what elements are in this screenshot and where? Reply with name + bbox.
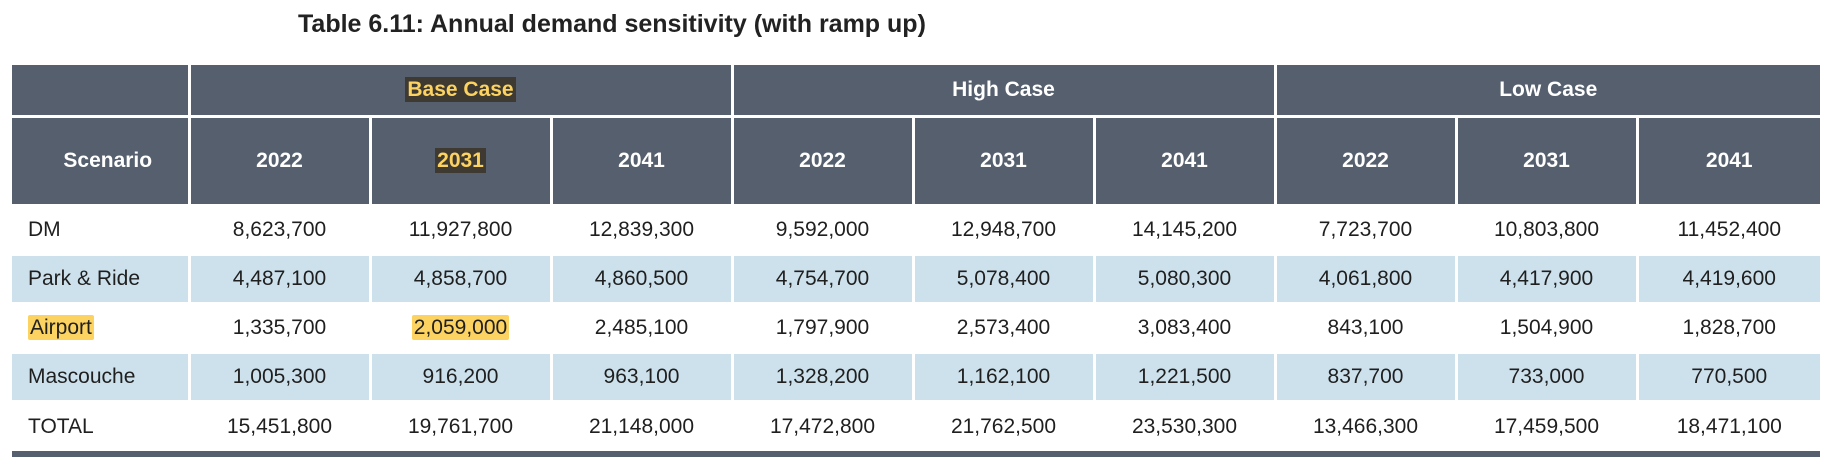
- table-cell: 9,592,000: [732, 205, 915, 256]
- table-cell: 12,948,700: [913, 205, 1096, 256]
- table-cell: 843,100: [1275, 303, 1458, 354]
- table-cell: 2,485,100: [551, 303, 734, 354]
- table-cell: 5,080,300: [1094, 254, 1277, 305]
- table-cell: 4,417,900: [1456, 254, 1639, 305]
- table-cell: 4,419,600: [1637, 254, 1821, 305]
- year-header: 2041: [551, 116, 734, 207]
- table-row-total: TOTAL 15,451,800 19,761,700 21,148,000 1…: [12, 401, 1821, 457]
- table-cell: 18,471,100: [1637, 401, 1821, 457]
- table-cell: 11,452,400: [1637, 205, 1821, 256]
- table-caption: Table 6.11: Annual demand sensitivity (w…: [298, 10, 926, 38]
- table-cell: 8,623,700: [189, 205, 372, 256]
- table-cell: 4,061,800: [1275, 254, 1458, 305]
- scenario-column-header: Scenario: [12, 116, 191, 207]
- table-cell: 1,797,900: [732, 303, 915, 354]
- year-header-row: Scenario 2022 2031 2041 2022 2031 2041 2…: [12, 116, 1821, 207]
- highlight-marker: Base Case: [405, 77, 516, 102]
- table-cell: 770,500: [1637, 352, 1821, 403]
- table-cell: 17,472,800: [732, 401, 915, 457]
- table-cell: 23,530,300: [1094, 401, 1277, 457]
- table-cell: 21,148,000: [551, 401, 734, 457]
- table-cell: 11,927,800: [370, 205, 553, 256]
- table-cell: 12,839,300: [551, 205, 734, 256]
- table-cell: 4,860,500: [551, 254, 734, 305]
- year-header: 2022: [1275, 116, 1458, 207]
- year-header: 2031: [1456, 116, 1639, 207]
- table-cell: 7,723,700: [1275, 205, 1458, 256]
- table-cell: 3,083,400: [1094, 303, 1277, 354]
- table-cell: 14,145,200: [1094, 205, 1277, 256]
- year-header: 2031: [370, 116, 553, 207]
- demand-sensitivity-table: Base Case High Case Low Case Scenario 20…: [12, 65, 1821, 457]
- table-cell: 2,059,000: [370, 303, 553, 354]
- table-cell: 1,335,700: [189, 303, 372, 354]
- table-cell: 4,754,700: [732, 254, 915, 305]
- table-cell: 1,328,200: [732, 352, 915, 403]
- table-cell: 1,504,900: [1456, 303, 1639, 354]
- table-row-mascouche: Mascouche 1,005,300 916,200 963,100 1,32…: [12, 352, 1821, 403]
- table-cell: 2,573,400: [913, 303, 1096, 354]
- year-header: 2031: [913, 116, 1096, 207]
- year-header: 2022: [189, 116, 372, 207]
- highlight-marker: 2031: [435, 148, 486, 173]
- table-cell: 1,221,500: [1094, 352, 1277, 403]
- table-cell: 837,700: [1275, 352, 1458, 403]
- table-cell: 916,200: [370, 352, 553, 403]
- row-label: Park & Ride: [12, 254, 191, 305]
- table-cell: 963,100: [551, 352, 734, 403]
- table-row-airport: Airport 1,335,700 2,059,000 2,485,100 1,…: [12, 303, 1821, 354]
- table-cell: 17,459,500: [1456, 401, 1639, 457]
- table-cell: 13,466,300: [1275, 401, 1458, 457]
- table-cell: 19,761,700: [370, 401, 553, 457]
- group-header-row: Base Case High Case Low Case: [12, 65, 1821, 118]
- table-cell: 1,828,700: [1637, 303, 1821, 354]
- group-header-high-case: High Case: [732, 65, 1277, 118]
- group-header-low-case: Low Case: [1275, 65, 1821, 118]
- year-header: 2041: [1094, 116, 1277, 207]
- table-cell: 4,487,100: [189, 254, 372, 305]
- row-label: DM: [12, 205, 191, 256]
- row-label: TOTAL: [12, 401, 191, 457]
- highlight-marker: Airport: [28, 315, 94, 340]
- table-row-dm: DM 8,623,700 11,927,800 12,839,300 9,592…: [12, 205, 1821, 256]
- corner-cell: [12, 65, 191, 118]
- table-cell: 10,803,800: [1456, 205, 1639, 256]
- table-row-park-ride: Park & Ride 4,487,100 4,858,700 4,860,50…: [12, 254, 1821, 305]
- table-cell: 733,000: [1456, 352, 1639, 403]
- table-cell: 21,762,500: [913, 401, 1096, 457]
- table-cell: 15,451,800: [189, 401, 372, 457]
- year-header: 2022: [732, 116, 915, 207]
- table-cell: 5,078,400: [913, 254, 1096, 305]
- table-cell: 1,162,100: [913, 352, 1096, 403]
- table-cell: 4,858,700: [370, 254, 553, 305]
- row-label: Mascouche: [12, 352, 191, 403]
- highlight-marker: 2,059,000: [411, 315, 510, 340]
- year-header: 2041: [1637, 116, 1821, 207]
- group-header-base-case: Base Case: [189, 65, 734, 118]
- table-cell: 1,005,300: [189, 352, 372, 403]
- row-label: Airport: [12, 303, 191, 354]
